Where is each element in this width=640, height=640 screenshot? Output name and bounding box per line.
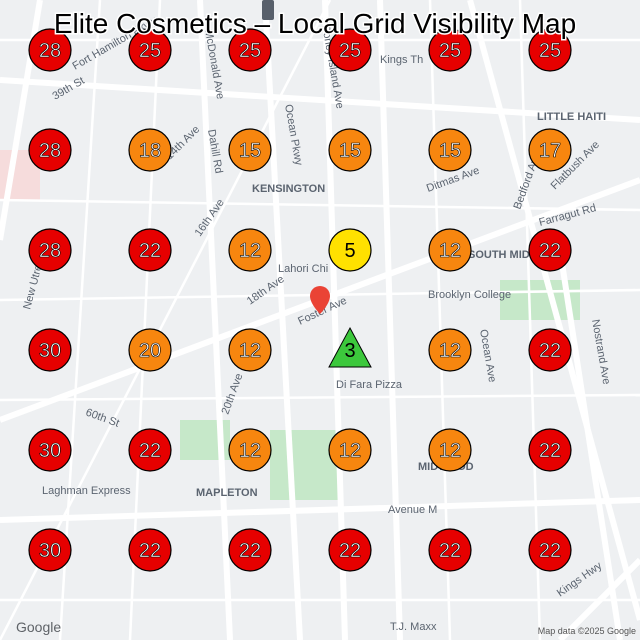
- rank-marker: [428, 28, 472, 72]
- map-label: KENSINGTON: [252, 183, 325, 195]
- rank-marker: [328, 228, 372, 272]
- rank-label: 12: [439, 440, 461, 462]
- rank-label: 12: [339, 440, 361, 462]
- map-label: Kings Th: [380, 54, 423, 66]
- rank-marker: [128, 228, 172, 272]
- rank-marker: [328, 326, 372, 368]
- rank-label: 25: [139, 40, 161, 62]
- rank-label: 22: [139, 440, 161, 462]
- pin: [310, 286, 330, 314]
- rank-marker: [228, 228, 272, 272]
- rank-label: 12: [239, 240, 261, 262]
- grid-markers: 28 25 25 25 25 25 28 18 15 15 15 17 28 22 12 5 12 22 30 20 1…: [28, 28, 572, 572]
- rank-marker: [528, 128, 572, 172]
- rank-marker: [28, 528, 72, 572]
- rank-marker: [428, 128, 472, 172]
- rank-label: 22: [539, 540, 561, 562]
- rank-marker: [28, 328, 72, 372]
- rank-label: 20: [139, 340, 161, 362]
- rank-marker: [528, 428, 572, 472]
- rank-marker: [228, 528, 272, 572]
- rank-marker: [328, 428, 372, 472]
- rank-label: 22: [239, 540, 261, 562]
- rank-label: 28: [39, 140, 61, 162]
- rank-label: 22: [139, 240, 161, 262]
- rank-label: 22: [339, 540, 361, 562]
- rank-marker: [28, 228, 72, 272]
- rank-label: 25: [239, 40, 261, 62]
- rank-label: 25: [539, 40, 561, 62]
- rank-label: 22: [539, 440, 561, 462]
- rank-marker: [528, 228, 572, 272]
- map-label: Avenue M: [388, 504, 437, 516]
- map-label: Laghman Express: [42, 485, 131, 497]
- rank-label: 17: [539, 140, 561, 162]
- rank-label: 22: [139, 540, 161, 562]
- rank-label: 28: [39, 40, 61, 62]
- rank-label: 12: [439, 240, 461, 262]
- rank-marker: [128, 428, 172, 472]
- map-label: Di Fara Pizza: [336, 379, 403, 391]
- rank-marker: [528, 328, 572, 372]
- rank-label: 25: [439, 40, 461, 62]
- rank-marker: [228, 128, 272, 172]
- map-label: Lahori Chi: [278, 263, 328, 275]
- rank-label: 22: [439, 540, 461, 562]
- rank-label: 25: [339, 40, 361, 62]
- google-logo: Google: [16, 619, 61, 635]
- rank-marker: [228, 328, 272, 372]
- rank-label: 30: [39, 440, 61, 462]
- rank-label: 3: [344, 340, 355, 362]
- map-label: T.J. Maxx: [390, 621, 437, 633]
- rank-label: 30: [39, 540, 61, 562]
- rank-label: 18: [139, 140, 161, 162]
- map-label: MAPLETON: [196, 487, 258, 499]
- map-label: LITTLE HAITI: [537, 111, 606, 123]
- rank-marker: [28, 128, 72, 172]
- rank-marker: [28, 428, 72, 472]
- map-label: Brooklyn College: [428, 289, 511, 301]
- rank-label: 15: [339, 140, 361, 162]
- rank-label: 12: [439, 340, 461, 362]
- rank-marker: [428, 528, 472, 572]
- rank-marker: [128, 128, 172, 172]
- attribution: Map data ©2025 Google: [538, 626, 636, 636]
- rank-marker: [328, 28, 372, 72]
- rank-marker: [528, 28, 572, 72]
- rank-marker: [28, 28, 72, 72]
- rank-marker: [128, 28, 172, 72]
- rank-label: 30: [39, 340, 61, 362]
- rank-label: 5: [344, 240, 355, 262]
- rank-label: 22: [539, 340, 561, 362]
- rank-marker: [328, 528, 372, 572]
- rank-marker: [428, 328, 472, 372]
- rank-marker: [428, 228, 472, 272]
- rank-marker: [128, 528, 172, 572]
- rank-marker: [228, 428, 272, 472]
- rank-marker: [128, 328, 172, 372]
- rank-label: 12: [239, 340, 261, 362]
- rank-label: 15: [239, 140, 261, 162]
- rank-marker: [528, 528, 572, 572]
- rank-marker: [228, 28, 272, 72]
- title: Elite Cosmetics – Local Grid Visibility …: [54, 8, 576, 39]
- rank-label: 28: [39, 240, 61, 262]
- rank-label: 15: [439, 140, 461, 162]
- rank-marker: [328, 128, 372, 172]
- rank-label: 22: [539, 240, 561, 262]
- rank-label: 12: [239, 440, 261, 462]
- rank-marker: [428, 428, 472, 472]
